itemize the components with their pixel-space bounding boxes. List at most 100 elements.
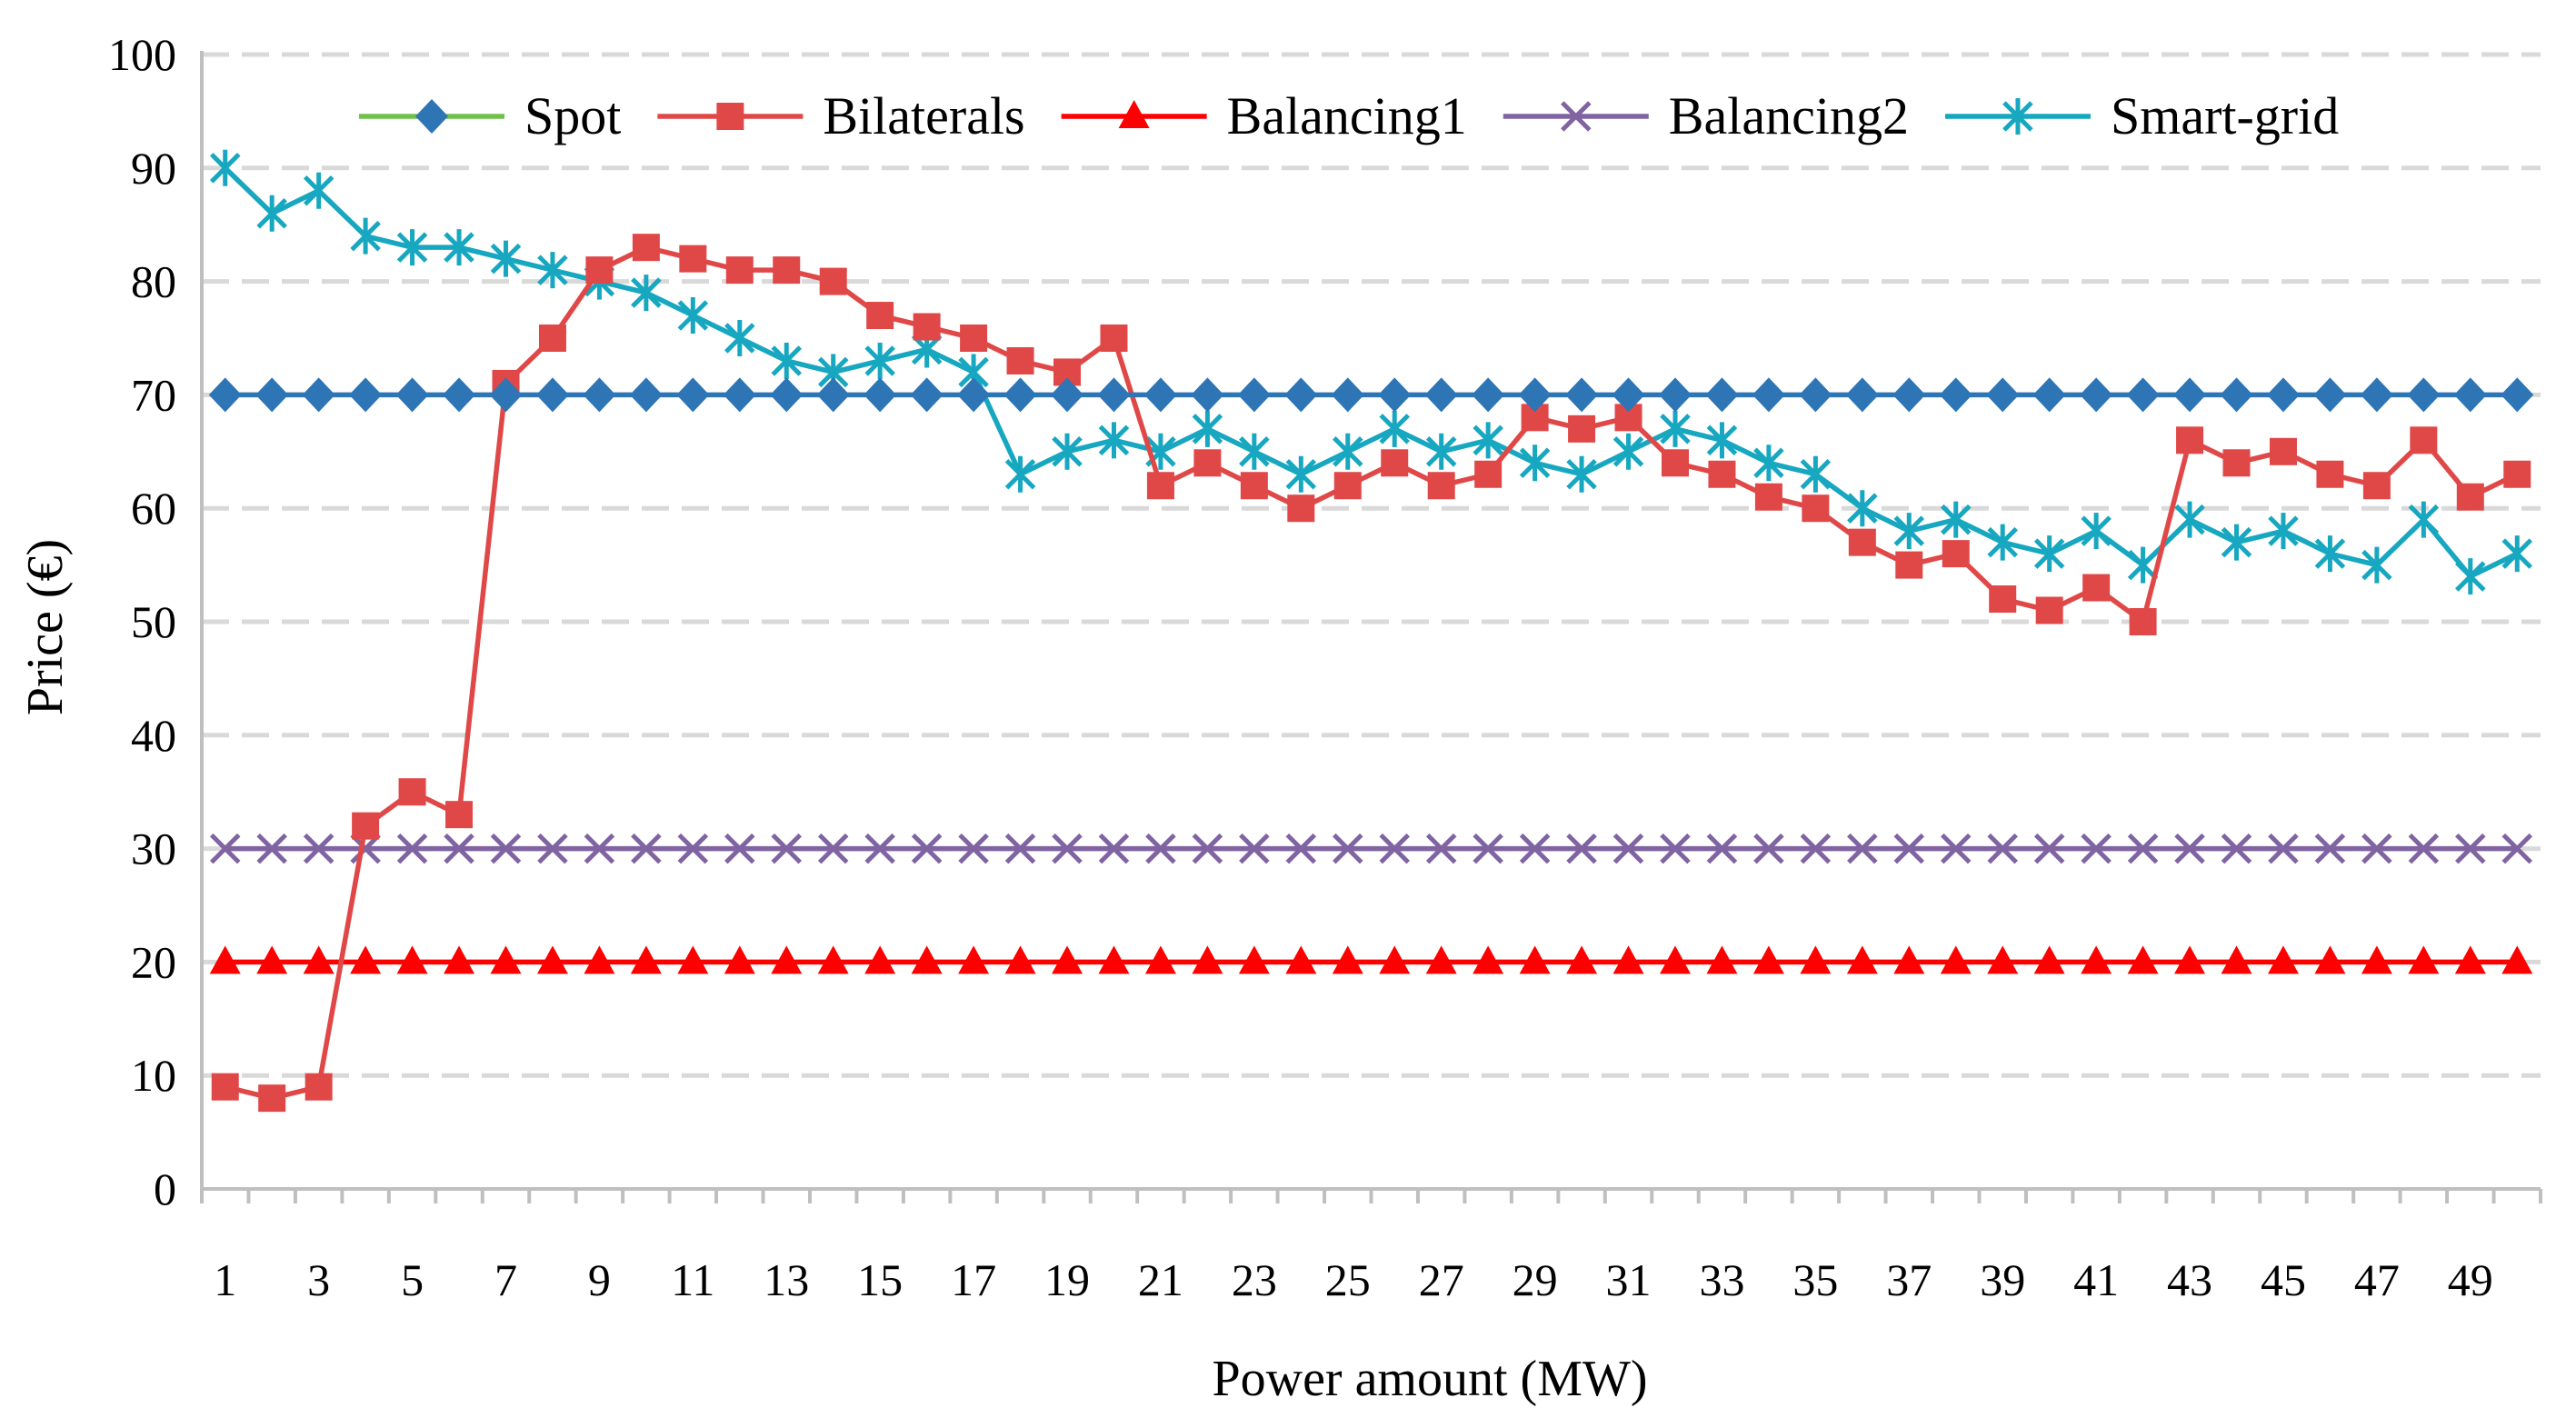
data-point-bilaterals (1146, 472, 1174, 500)
data-point-bilaterals (352, 812, 380, 840)
x-tick-label: 11 (671, 1254, 714, 1305)
data-point-spot (816, 377, 850, 413)
data-point-spot (583, 377, 616, 413)
data-point-smart-grid (771, 342, 803, 379)
data-point-bilaterals (2316, 460, 2344, 488)
data-point-balancing1 (1800, 945, 1832, 974)
data-point-bilaterals (679, 245, 707, 273)
data-point-balancing2 (958, 833, 989, 864)
data-point-smart-grid (2081, 513, 2112, 550)
data-point-balancing2 (1753, 833, 1784, 864)
data-point-spot (1237, 377, 1271, 413)
data-point-spot (1658, 377, 1692, 413)
data-point-balancing1 (1144, 945, 1176, 974)
data-point-smart-grid (1987, 524, 2018, 561)
data-point-balancing1 (1987, 945, 2019, 974)
x-tick-label: 15 (857, 1254, 903, 1305)
data-point-smart-grid (350, 217, 381, 255)
x-tick-label: 33 (1699, 1254, 1744, 1305)
data-point-balancing1 (1566, 945, 1598, 974)
data-point-smart-grid (2127, 546, 2159, 584)
data-point-smart-grid (1753, 444, 1784, 482)
data-point-balancing1 (303, 945, 334, 974)
data-point-smart-grid (1473, 422, 1503, 459)
x-tick-labels: 1 3 5 7 9 11 13 15 17 19 21 23 25 27 29 31 33 35 37 39 41 43 4… (214, 1254, 2493, 1305)
y-tick-label: 100 (108, 29, 176, 80)
data-point-balancing2 (1519, 833, 1551, 864)
x-tick-label: 23 (1232, 1254, 1277, 1305)
data-point-balancing2 (1098, 833, 1130, 864)
data-point-smart-grid (1519, 444, 1551, 482)
data-point-bilaterals (1754, 483, 1782, 511)
data-point-spot (1097, 377, 1131, 413)
data-point-balancing1 (630, 945, 662, 974)
x-tick-label: 9 (588, 1254, 611, 1305)
x-tick-label: 13 (764, 1254, 809, 1305)
data-point-bilaterals (1802, 494, 1830, 523)
data-point-smart-grid (490, 240, 522, 277)
data-point-balancing1 (1052, 945, 1083, 974)
data-point-balancing2 (724, 833, 755, 864)
y-tick-label: 80 (131, 256, 176, 307)
data-point-balancing1 (1238, 945, 1270, 974)
data-point-balancing2 (1425, 833, 1457, 864)
data-point-bilaterals (1661, 449, 1689, 477)
data-point-balancing1 (1612, 945, 1644, 974)
x-tick-label: 45 (2261, 1254, 2306, 1305)
legend-marker (1561, 101, 1592, 132)
data-point-bilaterals (538, 325, 566, 352)
data-point-balancing2 (1239, 833, 1270, 864)
data-point-smart-grid (303, 172, 334, 209)
data-point-balancing1 (2361, 945, 2392, 974)
data-point-balancing1 (1425, 945, 1457, 974)
data-point-balancing1 (1846, 945, 1878, 974)
x-axis-title: Power amount (MW) (1212, 1351, 1647, 1407)
legend-label: Balancing2 (1669, 86, 1909, 145)
data-point-bilaterals (1474, 460, 1503, 488)
x-tick-label: 17 (951, 1254, 996, 1305)
data-point-bilaterals (445, 801, 474, 829)
y-tick-label: 60 (131, 483, 176, 534)
legend-marker (716, 103, 744, 130)
data-point-smart-grid (1004, 455, 1036, 493)
y-tick-label: 0 (154, 1163, 176, 1214)
x-tick-label: 25 (1325, 1254, 1371, 1305)
data-point-bilaterals (2269, 437, 2297, 465)
data-point-bilaterals (1942, 540, 1970, 568)
data-point-balancing1 (2221, 945, 2252, 974)
data-point-smart-grid (444, 229, 474, 266)
data-point-balancing1 (2174, 945, 2206, 974)
data-point-smart-grid (2314, 535, 2346, 573)
data-point-balancing1 (2408, 945, 2440, 974)
data-point-balancing1 (1519, 945, 1551, 974)
data-point-balancing2 (1566, 833, 1597, 864)
data-point-balancing2 (256, 833, 287, 864)
data-point-spot (1939, 377, 1972, 413)
x-tick-label: 27 (1419, 1254, 1464, 1305)
data-point-smart-grid (2501, 535, 2533, 573)
series-smart-grid (209, 149, 2533, 595)
data-point-balancing1 (1893, 945, 1925, 974)
data-point-balancing1 (256, 945, 288, 974)
y-tick-label: 90 (131, 143, 176, 194)
data-point-spot (2080, 377, 2113, 413)
data-point-smart-grid (1379, 410, 1410, 447)
data-point-bilaterals (960, 325, 988, 352)
data-point-balancing1 (1659, 945, 1691, 974)
series-bilaterals (211, 234, 2531, 1113)
x-tick-label: 47 (2354, 1254, 2400, 1305)
data-point-bilaterals (2082, 574, 2111, 602)
data-point-bilaterals (2410, 426, 2438, 454)
data-point-balancing2 (2174, 833, 2205, 864)
data-point-balancing1 (724, 945, 755, 974)
legend-label: Smart-grid (2111, 86, 2339, 145)
data-point-spot (1003, 377, 1037, 413)
data-point-balancing1 (584, 945, 615, 974)
data-point-smart-grid (256, 195, 287, 232)
data-point-smart-grid (1893, 513, 1925, 550)
data-point-spot (489, 377, 523, 413)
data-point-balancing1 (209, 945, 241, 974)
data-point-bilaterals (819, 267, 847, 295)
data-point-balancing2 (1052, 833, 1083, 864)
